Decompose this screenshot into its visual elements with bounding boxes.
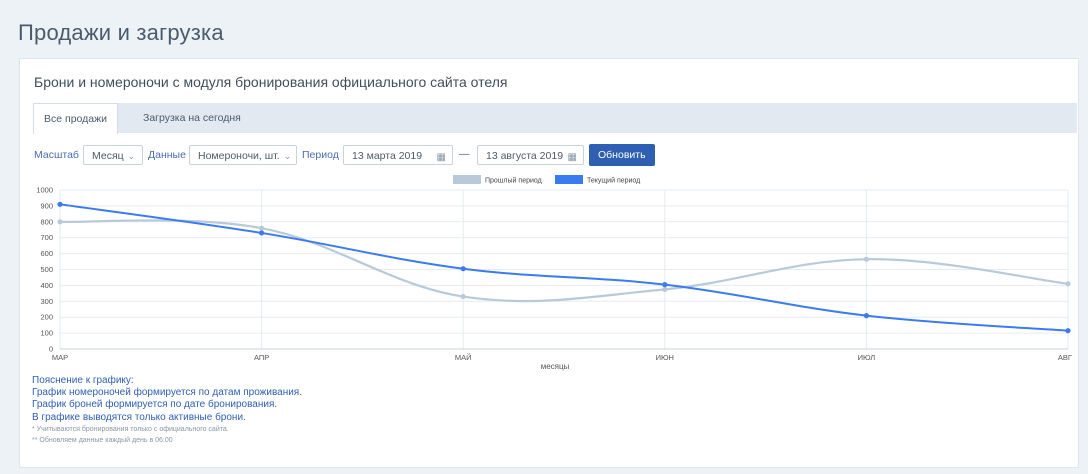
x-tick-label: АПР <box>254 353 269 362</box>
y-tick-label: 800 <box>40 217 53 226</box>
legend-swatch <box>453 175 481 184</box>
y-tick-label: 0 <box>49 345 53 354</box>
notes-heading: Пояснение к графику: <box>32 375 134 386</box>
legend-label: Прошлый период <box>485 177 542 185</box>
date-from-value: 13 марта 2019 <box>352 150 423 162</box>
data-point <box>662 282 668 288</box>
legend-label: Текущий период <box>587 177 640 185</box>
data-label: Данные <box>148 149 186 161</box>
x-tick-label: МАР <box>52 353 68 362</box>
y-tick-label: 500 <box>40 265 53 274</box>
chevron-down-icon: ⌄ <box>127 151 136 161</box>
data-point <box>57 201 63 207</box>
data-point <box>1065 281 1071 287</box>
y-tick-label: 1000 <box>36 186 53 195</box>
scale-select[interactable]: Месяц ⌄ <box>83 145 143 165</box>
notes-line: График броней формируется по дате бронир… <box>32 399 278 411</box>
date-to-value: 13 августа 2019 <box>486 150 564 162</box>
series-line-current <box>59 203 1069 332</box>
tab-today-load[interactable]: Загрузка на сегодня <box>143 112 241 124</box>
x-axis-title: месяцы <box>541 362 570 371</box>
chevron-down-icon: ⌄ <box>283 151 292 161</box>
y-tick-label: 600 <box>40 249 53 258</box>
data-point <box>460 266 466 272</box>
series-line-previous <box>59 219 1069 303</box>
data-point <box>259 230 265 236</box>
legend-swatch <box>555 175 583 184</box>
data-point <box>460 293 466 300</box>
notes-footnote: * Учитываются бронирования только с офиц… <box>32 425 229 433</box>
scale-label: Масштаб <box>34 149 79 161</box>
scale-value: Месяц <box>92 150 124 162</box>
notes-line: График номероночей формируется по датам … <box>32 387 303 399</box>
chart-notes: Пояснение к графику: График номероночей … <box>32 375 302 446</box>
x-tick-label: ИЮЛ <box>858 353 876 362</box>
y-tick-label: 900 <box>40 201 53 210</box>
data-point <box>863 313 870 319</box>
date-from-input[interactable]: 13 марта 2019 ▦ <box>343 145 453 165</box>
x-tick-label: АВГ <box>1058 353 1072 362</box>
refresh-button[interactable]: Обновить <box>589 144 655 166</box>
data-point <box>662 286 668 292</box>
x-tick-label: ИЮН <box>656 353 674 362</box>
panel-title: Брони и номероночи с модуля бронирования… <box>34 74 508 90</box>
date-to-input[interactable]: 13 августа 2019 ▦ <box>477 145 584 165</box>
notes-footnote: ** Обновляем данные каждый день в 06:00 <box>32 436 173 444</box>
y-tick-label: 100 <box>40 329 53 338</box>
x-tick-label: МАЙ <box>455 353 472 362</box>
data-point <box>259 225 265 231</box>
y-tick-label: 400 <box>40 281 53 290</box>
page-title: Продажи и загрузка <box>18 20 224 45</box>
calendar-icon[interactable]: ▦ <box>436 152 446 163</box>
notes-line: В графике выводятся только активные брон… <box>32 411 246 423</box>
calendar-icon[interactable]: ▦ <box>567 152 577 163</box>
data-point <box>863 256 870 262</box>
tab-all-sales[interactable]: Все продажи <box>33 103 118 134</box>
period-label: Период <box>302 149 339 161</box>
data-point <box>57 219 63 225</box>
y-tick-label: 200 <box>40 313 53 322</box>
tabs-bar: Все продажи Загрузка на сегодня <box>33 103 1077 134</box>
y-tick-label: 300 <box>40 297 53 306</box>
chart-panel: Брони и номероночи с модуля бронирования… <box>19 58 1079 468</box>
y-tick-label: 700 <box>40 233 53 242</box>
date-separator: — <box>459 148 470 160</box>
data-point <box>1065 328 1071 334</box>
data-value: Номероночи, шт. <box>198 150 280 162</box>
data-select[interactable]: Номероночи, шт. ⌄ <box>189 145 297 165</box>
